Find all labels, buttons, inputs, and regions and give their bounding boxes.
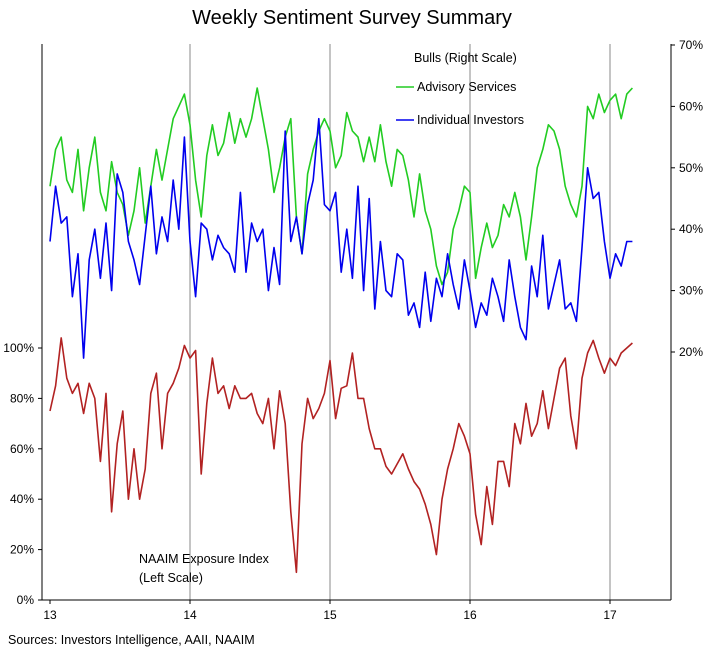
right-tick-label: 30% [679, 284, 703, 298]
left-tick-label: 20% [10, 543, 34, 557]
x-tick-label: 13 [43, 608, 57, 622]
left-axis-ticks: 0% 20% 40% 60% 80% 100% [3, 341, 42, 607]
gridlines [189, 44, 611, 600]
left-tick-label: 0% [17, 593, 35, 607]
x-tick-label: 14 [183, 608, 197, 622]
right-tick-label: 50% [679, 161, 703, 175]
right-tick-label: 60% [679, 99, 703, 113]
left-tick-label: 40% [10, 492, 34, 506]
series-line-advisory-services [49, 87, 633, 286]
x-tick-label: 16 [463, 608, 477, 622]
x-axis-ticks: 13 14 15 16 17 [43, 600, 617, 622]
legend-label-individual: Individual Investors [417, 113, 524, 127]
left-tick-label: 100% [3, 341, 34, 355]
naaim-label-line2: (Left Scale) [139, 571, 203, 585]
right-tick-label: 40% [679, 222, 703, 236]
naaim-label-line1: NAAIM Exposure Index [139, 552, 270, 566]
legend: Bulls (Right Scale) Advisory Services In… [396, 51, 524, 127]
right-axis-ticks: 20% 30% 40% 50% 60% 70% [671, 38, 703, 359]
x-tick-label: 15 [323, 608, 337, 622]
right-tick-label: 70% [679, 38, 703, 52]
naaim-annotation: NAAIM Exposure Index (Left Scale) [139, 552, 270, 585]
legend-label-advisory: Advisory Services [417, 80, 516, 94]
series-lines [49, 87, 633, 574]
series-line-individual-investors [49, 117, 633, 359]
chart-title: Weekly Sentiment Survey Summary [192, 7, 512, 29]
left-tick-label: 80% [10, 391, 34, 405]
source-note: Sources: Investors Intelligence, AAII, N… [8, 633, 255, 647]
legend-header: Bulls (Right Scale) [414, 51, 517, 65]
series-line-naaim-exposure-index [49, 337, 633, 574]
left-tick-label: 60% [10, 442, 34, 456]
right-tick-label: 20% [679, 345, 703, 359]
x-tick-label: 17 [603, 608, 617, 622]
